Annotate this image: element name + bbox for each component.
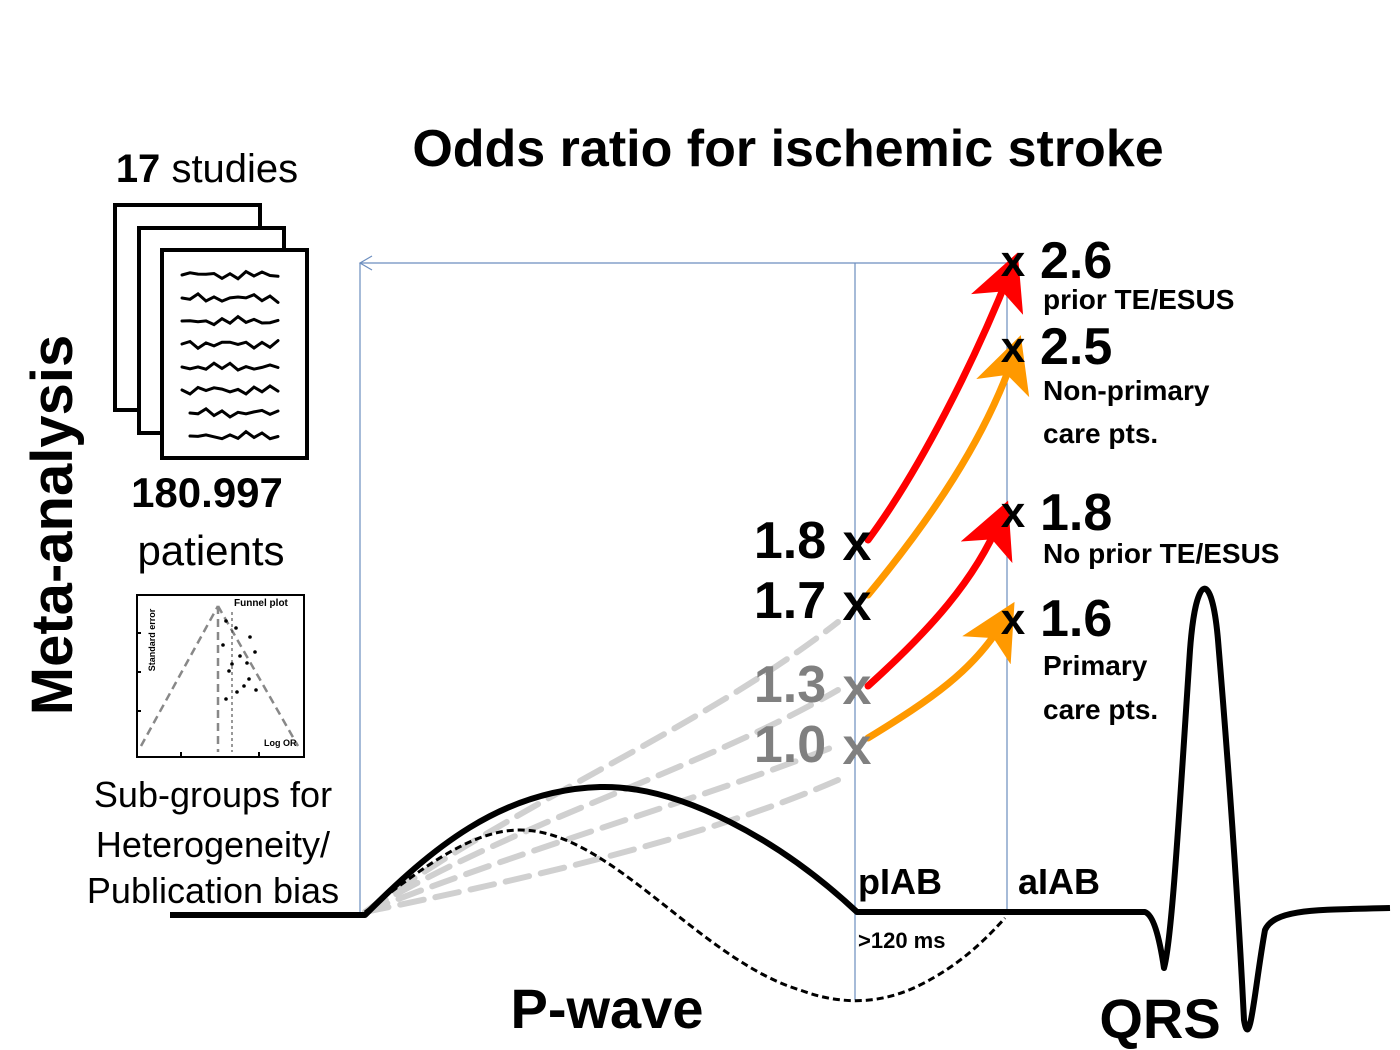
outcome-primary-care: x 1.6 Primary care pts.	[1001, 590, 1158, 725]
outcome-non-primary-care: x 2.5 Non-primary care pts.	[1001, 318, 1210, 449]
baseline-odds-multiplier: x	[843, 658, 872, 716]
outcome-multiplier: x	[1001, 237, 1026, 286]
arrow-1-8-to-2-6	[864, 252, 1024, 544]
funnel-point	[221, 643, 225, 647]
subgroups-line-2: Heterogeneity/	[96, 824, 330, 865]
baseline-odds-value: 1.3	[754, 656, 826, 714]
funnel-plot-points	[221, 619, 258, 701]
baseline-odds-value: 1.8	[754, 512, 826, 570]
outcome-value: 2.5	[1040, 318, 1112, 376]
funnel-point	[242, 684, 246, 688]
outcome-label: No prior TE/ESUS	[1043, 538, 1279, 569]
arrow-1-7-to-2-5	[864, 335, 1030, 599]
funnel-plot-xlabel: Log OR	[264, 738, 297, 748]
document-text-line	[180, 314, 280, 327]
outcome-multiplier: x	[1001, 595, 1026, 644]
document-text-line	[180, 384, 280, 396]
outcome-multiplier: x	[1001, 323, 1026, 372]
outcome-label-line-2: care pts.	[1043, 694, 1158, 725]
baseline-odds-value: 1.7	[754, 572, 826, 630]
outcome-label-line-2: care pts.	[1043, 418, 1158, 449]
document-text-lines	[180, 269, 280, 441]
outcome-label: prior TE/ESUS	[1043, 284, 1234, 315]
odds-arrows	[864, 252, 1030, 742]
figure-title: Odds ratio for ischemic stroke	[412, 120, 1163, 178]
duration-label: >120 ms	[858, 928, 945, 953]
subgroups-line-1: Sub-groups for	[94, 774, 332, 815]
aiab-label: aIAB	[1018, 861, 1100, 902]
baseline-odds-value: 1.0	[754, 716, 826, 774]
funnel-point	[248, 635, 252, 639]
outcome-value: 1.8	[1040, 484, 1112, 542]
baseline-odds-2: 1.7 x	[754, 572, 872, 632]
document-text-line	[180, 361, 280, 372]
funnel-point	[230, 662, 234, 666]
outcome-multiplier: x	[1001, 488, 1026, 537]
funnel-point	[224, 697, 228, 701]
outcome-prior-te-esus: x 2.6 prior TE/ESUS	[1001, 232, 1235, 315]
funnel-plot-thumbnail: Funnel plot Standard error Log OR	[136, 594, 305, 758]
subgroups-line-3: Publication bias	[87, 870, 339, 911]
patients-word: patients	[137, 527, 284, 574]
funnel-point	[247, 677, 251, 681]
outcome-label-line-1: Primary	[1043, 650, 1148, 681]
p-wave-biphasic-trace	[364, 828, 1007, 1003]
funnel-plot-title: Funnel plot	[234, 598, 289, 609]
baseline-odds-multiplier: x	[843, 718, 872, 776]
document-text-line	[180, 292, 280, 304]
funnel-point	[224, 619, 228, 623]
outcome-no-prior-te-esus: x 1.8 No prior TE/ESUS	[1001, 484, 1280, 569]
meta-analysis-label: Meta-analysis	[20, 335, 85, 715]
outcome-value: 2.6	[1040, 232, 1112, 290]
baseline-odds-1: 1.8 x	[754, 512, 872, 572]
funnel-point	[234, 626, 238, 630]
funnel-point	[235, 690, 239, 694]
arrow-1-0-to-1-6	[864, 601, 1015, 742]
funnel-point	[253, 650, 257, 654]
studies-heading: 17 studies	[116, 147, 298, 191]
funnel-point	[238, 654, 242, 658]
baseline-odds-3: 1.3 x	[754, 656, 872, 716]
funnel-point	[254, 688, 258, 692]
patients-count: 180.997	[131, 469, 283, 516]
baseline-odds-multiplier: x	[843, 514, 872, 572]
p-wave-label: P-wave	[511, 977, 704, 1040]
arrow-1-3-to-1-8	[864, 500, 1013, 690]
ecg-trace	[170, 585, 1391, 1033]
baseline-odds-4: 1.0 x	[754, 716, 872, 776]
dashed-fan-lines	[362, 619, 841, 915]
document-text-line	[180, 269, 280, 281]
funnel-plot-ylabel: Standard error	[147, 608, 157, 671]
document-text-line	[188, 407, 280, 419]
qrs-label: QRS	[1099, 987, 1220, 1050]
baseline-odds-multiplier: x	[843, 574, 872, 632]
funnel-point	[245, 661, 249, 665]
document-text-line	[180, 339, 280, 351]
documents-stack-icon	[113, 203, 309, 460]
funnel-point	[227, 669, 231, 673]
outcome-value: 1.6	[1040, 590, 1112, 648]
outcome-label-line-1: Non-primary	[1043, 375, 1210, 406]
piab-label: pIAB	[858, 861, 942, 902]
document-text-line	[188, 429, 280, 441]
